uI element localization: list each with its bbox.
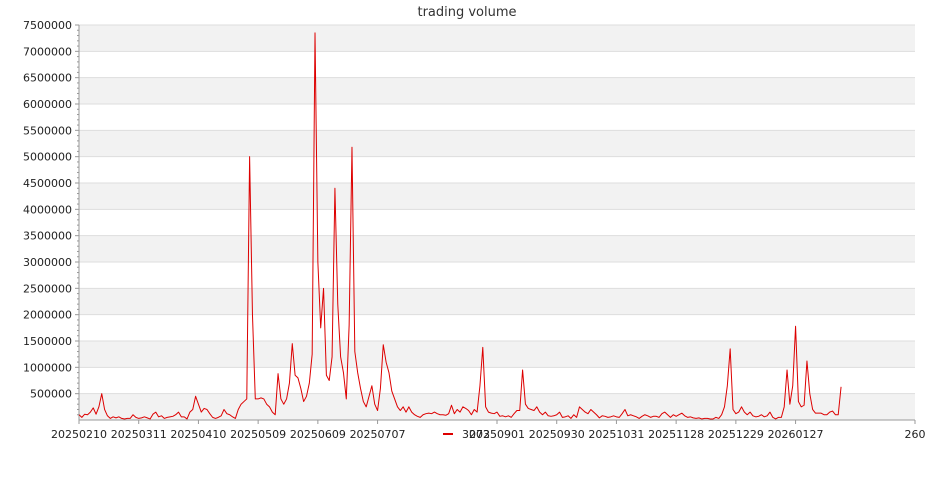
y-tick-label: 7000000	[23, 45, 72, 58]
plot-band	[79, 393, 915, 420]
legend: 3073	[443, 428, 490, 441]
gridlines	[79, 24, 915, 395]
x-tick-label: 20260127	[768, 428, 824, 441]
plot-band	[79, 130, 915, 157]
plot-bands	[79, 25, 915, 420]
plot-band	[79, 25, 915, 52]
y-tick-label: 500000	[30, 388, 72, 401]
series-group	[78, 32, 842, 420]
y-tick-label: 6500000	[23, 72, 72, 85]
y-tick-label: 2000000	[23, 309, 72, 322]
chart-title: trading volume	[417, 5, 516, 20]
plot-band	[79, 341, 915, 368]
plot-band	[79, 235, 915, 262]
y-tick-label: 1000000	[23, 361, 72, 374]
y-tick-label: 1500000	[23, 335, 72, 348]
y-tick-label: 6000000	[23, 98, 72, 111]
x-tick-label: 260	[905, 428, 926, 441]
x-tick-label: 20251229	[708, 428, 764, 441]
x-tick-label: 20250410	[170, 428, 226, 441]
y-tick-label: 2500000	[23, 282, 72, 295]
x-tick-label: 20251128	[648, 428, 704, 441]
x-tick-label: 20250210	[51, 428, 107, 441]
x-tick-label: 20250930	[529, 428, 585, 441]
y-tick-label: 5000000	[23, 151, 72, 164]
plot-band	[79, 77, 915, 104]
x-tick-label: 20250707	[350, 428, 406, 441]
plot-band	[79, 288, 915, 315]
x-tick-label: 20250311	[111, 428, 167, 441]
y-axis-ticks: 500000 1000000 1500000 2000000 2500000 300000…	[23, 19, 79, 416]
x-axis-ticks: 20250210 20250311 20250410 20250509 20250609…	[51, 420, 926, 441]
x-tick-label: 20250509	[230, 428, 286, 441]
x-tick-label: 20250901	[469, 428, 525, 441]
y-tick-label: 3500000	[23, 230, 72, 243]
series-line	[78, 32, 842, 420]
legend-label: 3073	[462, 428, 490, 441]
x-tick-label: 20251031	[588, 428, 644, 441]
y-tick-label: 5500000	[23, 124, 72, 137]
y-tick-label: 7500000	[23, 19, 72, 32]
plot-band	[79, 183, 915, 210]
y-tick-label: 4500000	[23, 177, 72, 190]
x-tick-label: 20250609	[290, 428, 346, 441]
y-tick-label: 3000000	[23, 256, 72, 269]
y-tick-label: 4000000	[23, 203, 72, 216]
